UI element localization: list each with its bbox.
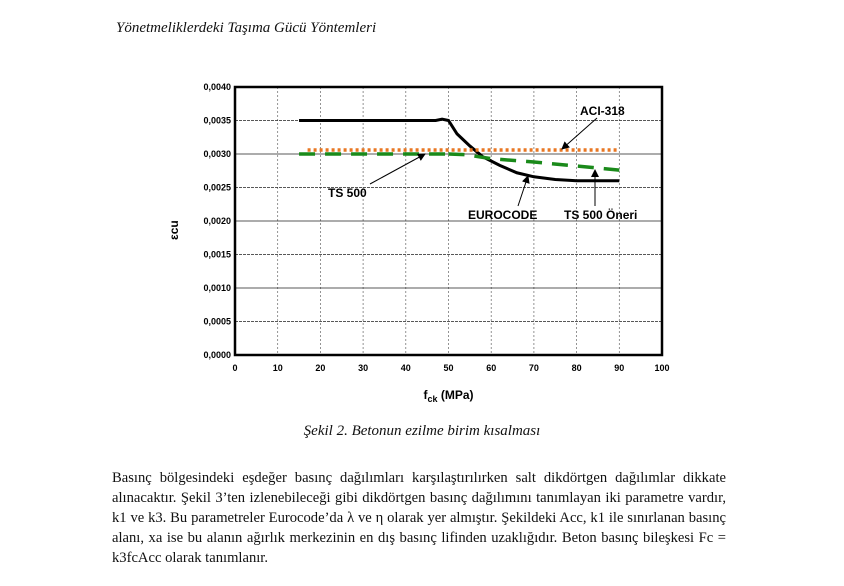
y-tick-label: 0,0020 xyxy=(203,216,231,226)
y-tick-label: 0,0030 xyxy=(203,149,231,159)
series-annotation-label: TS 500 Öneri xyxy=(564,207,637,222)
series-annotation-label: ACI-318 xyxy=(580,104,625,118)
annotation-arrow xyxy=(561,117,598,150)
x-tick-label: 100 xyxy=(654,363,669,373)
y-tick-label: 0,0010 xyxy=(203,283,231,293)
x-tick-label: 90 xyxy=(614,363,624,373)
x-tick-label: 20 xyxy=(315,363,325,373)
y-tick-label: 0,0040 xyxy=(203,82,231,92)
y-tick-label: 0,0015 xyxy=(203,250,231,260)
x-axis-label: fck (MPa) xyxy=(424,388,474,404)
plot-frame xyxy=(233,85,664,357)
series-annotation-label: EUROCODE xyxy=(468,208,537,222)
strain-chart: 0 10 20 30 40 50 60 70 80 90 100 0,0000 0,0005 0,0010… xyxy=(167,82,670,404)
series-annotation-label: TS 500 xyxy=(328,186,367,200)
annotation-arrow xyxy=(517,175,530,207)
body-paragraph: Basınç bölgesindeki eşdeğer basınç dağıl… xyxy=(112,470,726,566)
x-tick-label: 80 xyxy=(572,363,582,373)
figure-caption: Şekil 2. Betonun ezilme birim kısalması xyxy=(303,423,541,439)
x-tick-label: 50 xyxy=(443,363,453,373)
x-tick-label: 60 xyxy=(486,363,496,373)
y-axis-label: εcu xyxy=(167,220,181,240)
x-tick-label: 0 xyxy=(232,363,237,373)
y-tick-label: 0,0025 xyxy=(203,183,231,193)
x-tick-label: 40 xyxy=(401,363,411,373)
y-tick-label: 0,0005 xyxy=(203,317,231,327)
y-tick-label: 0,0035 xyxy=(203,116,231,126)
running-header: Yönetmeliklerdeki Taşıma Gücü Yöntemleri xyxy=(116,20,377,36)
x-tick-label: 30 xyxy=(358,363,368,373)
x-tick-label: 10 xyxy=(273,363,283,373)
annotation-arrow xyxy=(369,153,426,185)
y-tick-label: 0,0000 xyxy=(203,350,231,360)
x-tick-label: 70 xyxy=(529,363,539,373)
series-line-ts-500-neri xyxy=(448,152,620,172)
